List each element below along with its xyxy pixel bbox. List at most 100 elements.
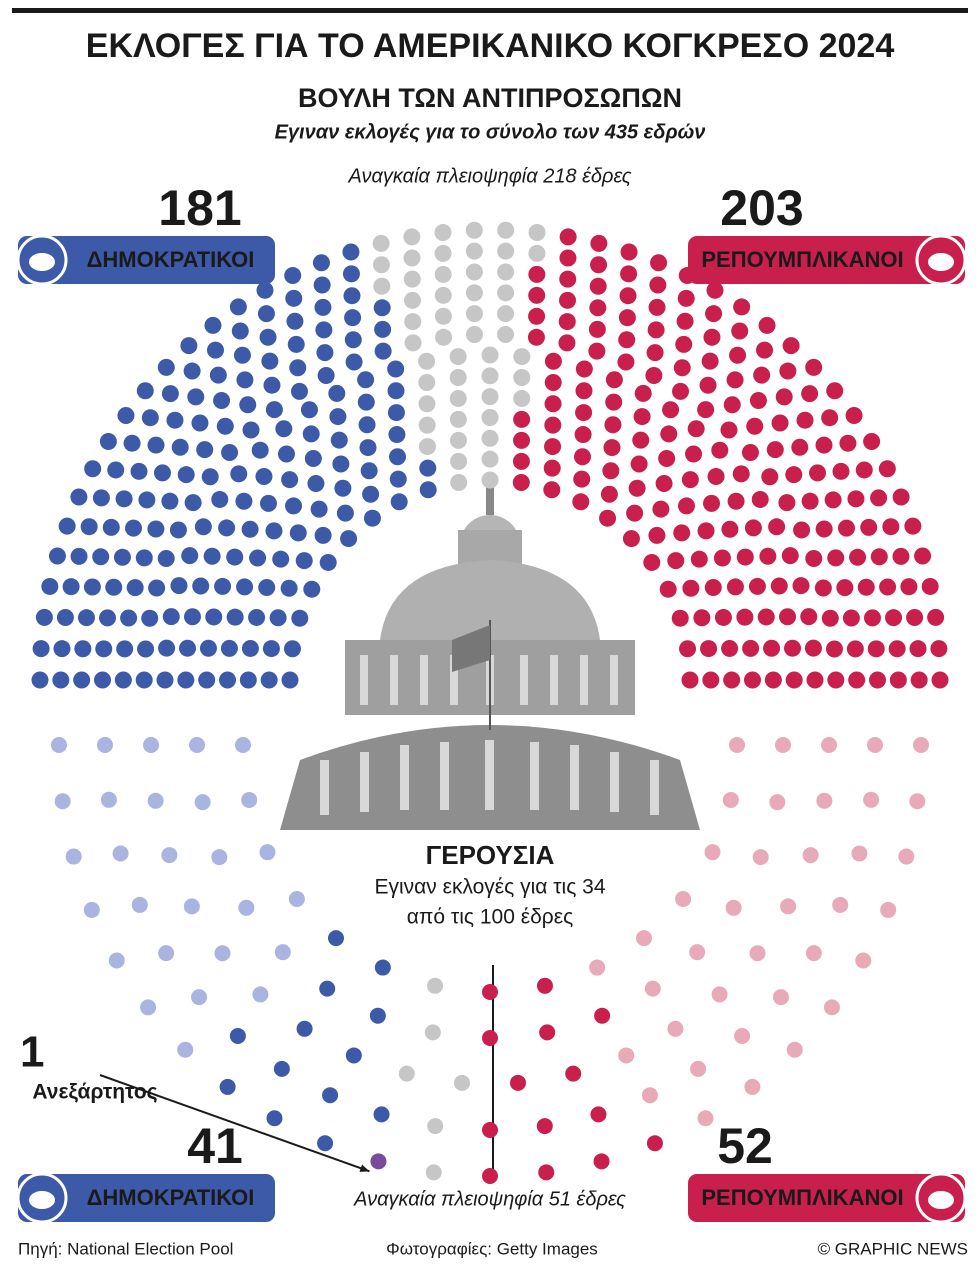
seat [722,791,739,808]
seat [357,393,375,411]
page-title: ΕΚΛΟΓΕΣ ΓΙΑ ΤΟ ΑΜΕΡΙΚΑΝΙΚΟ ΚΟΓΚΡΕΣΟ 2024 [86,27,895,65]
seat [544,395,562,413]
seat [910,671,928,689]
seat [249,549,267,567]
seat [744,1078,761,1095]
seat [162,608,180,626]
chart-subtitle: Εγιναν εκλογές για τις 34 [374,876,605,899]
seat [805,358,823,376]
seat [481,429,499,447]
seat [137,640,155,658]
seat [131,896,148,913]
seat [482,1122,498,1138]
seat [723,671,741,689]
seat [310,500,328,518]
seat [387,382,405,400]
seat [390,493,408,511]
seat [418,352,436,370]
seat [681,671,699,689]
seat [513,410,531,428]
seat [161,847,178,864]
seat [424,1024,441,1041]
seat [772,989,789,1006]
capitol [280,485,700,830]
seat [703,494,721,512]
seat [590,234,608,252]
seat [589,299,607,317]
seat [700,640,718,658]
seat-total: 181 [158,180,241,236]
seat [497,305,515,323]
seat [272,550,290,568]
seat [689,944,706,961]
seat [785,671,803,689]
seat [220,639,238,657]
seat [255,467,273,485]
seat [465,263,483,281]
seat [618,1047,635,1064]
party-name: ΔΗΜΟΚΡΑΤΙΚΟΙ [87,247,255,272]
seat [54,793,71,810]
seat [239,396,257,414]
capitol-columns [320,655,659,815]
seat [662,401,680,419]
seat [889,671,907,689]
seat [141,609,159,627]
seat [759,547,777,565]
seat [404,334,422,352]
seat [870,489,888,507]
seat [681,471,699,489]
seat [209,366,227,384]
seat [655,475,673,493]
seat [878,460,896,478]
seat [418,416,436,434]
seat [287,335,305,353]
seat [632,431,650,449]
seat [832,896,849,913]
seat [434,244,452,262]
seat [435,328,453,346]
chart-title: ΒΟΥΛΗ ΤΩΝ ΑΝΤΙΠΡΟΣΩΠΩΝ [298,83,682,113]
seat [84,460,102,478]
seat [815,436,833,454]
seat [851,845,868,862]
seat [280,579,298,597]
seat [723,396,741,414]
seat [265,401,283,419]
seat [869,671,886,689]
seat [836,579,854,597]
seat [99,433,117,451]
seat [418,373,436,391]
seat [863,433,881,451]
seat [572,493,590,511]
seat [590,256,608,274]
seat [748,577,766,595]
seat [372,234,390,252]
party-icon-shape [29,253,55,271]
seat [482,1168,498,1184]
seat [855,461,873,479]
seat [497,242,515,260]
party-badge [688,1174,965,1222]
seat [764,671,782,689]
seat [575,360,593,378]
seat [241,520,259,538]
seat [221,443,239,461]
seat [427,1118,444,1135]
seat [746,417,764,435]
seat [620,243,638,261]
seat [481,450,499,468]
credit: © GRAPHIC NEWS [818,1239,968,1258]
seat [177,671,195,689]
seat [842,609,860,627]
seat [643,553,661,571]
seat [756,341,774,359]
seat [345,1047,362,1064]
seat [729,346,747,364]
seat [726,578,744,596]
seat [229,1027,246,1044]
seat [753,366,771,384]
seat [327,930,344,947]
seat [749,392,767,410]
seat [334,479,352,497]
